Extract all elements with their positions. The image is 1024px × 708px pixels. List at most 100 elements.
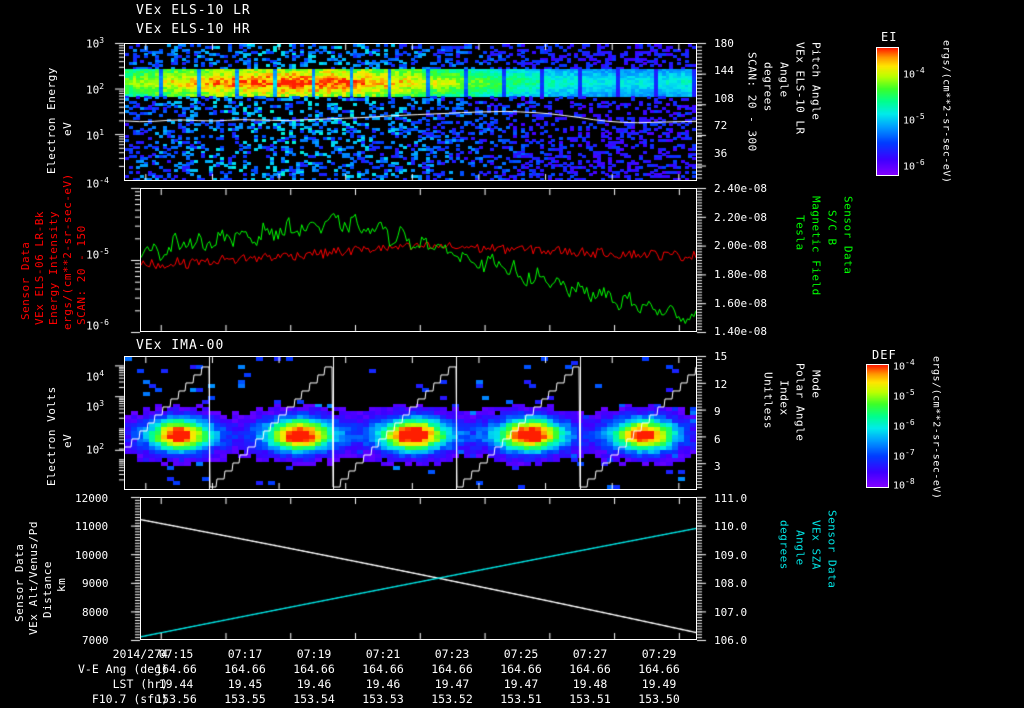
panel3-title: VEx IMA-00 [136, 338, 225, 353]
panel2-right-axis-label-1: S/C B [825, 210, 839, 246]
table-row: 153.52 [431, 692, 473, 706]
colorbar2-tick-4: 10-8 [893, 477, 915, 492]
colorbar2-tick-3: 10-7 [893, 448, 915, 463]
table-row: 164.66 [155, 662, 197, 676]
panel2-right-tick-3: 1.80e-08 [714, 268, 767, 281]
panel3-left-axis-label-unit: eV [61, 433, 74, 448]
panel2-right-tick-0: 2.40e-08 [714, 182, 767, 195]
table-row: 164.66 [431, 662, 473, 676]
bottom-table: 2014/274 V-E Ang (deg) LST (hr) F10.7 (s… [0, 645, 1024, 708]
panel2-right-axis-label-2: Magnetic Field [809, 196, 823, 296]
panel2-left-axis-label-4: SCAN: 20 - 150 [75, 225, 88, 325]
panel3-left-tick-0: 104 [86, 369, 105, 384]
bottom-table-time-6: 07:27 [572, 647, 608, 661]
table-row: 153.51 [500, 692, 542, 706]
panel4-left-tick-3: 9000 [82, 577, 109, 590]
panel3-right-tick-4: 3 [714, 460, 721, 473]
colorbar2-tick-0: 10-4 [893, 358, 915, 373]
table-row: 164.66 [293, 662, 335, 676]
table-row: 19.47 [503, 677, 539, 691]
panel2-plot-area [140, 188, 697, 332]
panel3-right-axis-label-2: Index [777, 380, 791, 416]
colorbar2-bar [866, 364, 889, 488]
colorbar1-title: EI [881, 30, 898, 44]
panel3-left-tick-1: 103 [86, 399, 105, 414]
colorbar2-tick-2: 10-6 [893, 418, 915, 433]
panel2-left-tick-0: 10-4 [86, 176, 109, 191]
colorbar1-tick-1: 10-5 [903, 112, 925, 127]
panel1-right-axis-label-0: Pitch Angle [809, 42, 823, 121]
panel2-left-axis-label-3: ergs/(cm**2-sr-sec-eV) [61, 173, 74, 330]
colorbar1-tick-0: 10-4 [903, 66, 925, 81]
table-row: 19.44 [158, 677, 194, 691]
panel3-right-axis-label-3: Unitless [761, 372, 775, 429]
table-row: 19.46 [365, 677, 401, 691]
table-row: 153.53 [362, 692, 404, 706]
panel1-right-tick-2: 108 [714, 92, 734, 105]
panel3-right-axis-label-0: Mode [809, 370, 823, 399]
panel1-right-axis-label-4: SCAN: 20 - 300 [745, 52, 759, 152]
table-row: 153.51 [569, 692, 611, 706]
table-row: 164.66 [362, 662, 404, 676]
table-row: 19.45 [227, 677, 263, 691]
panel4-right-axis-label-0: Sensor Data [825, 510, 839, 589]
colorbar2-tick-1: 10-5 [893, 388, 915, 403]
panel2-right-axis-label-3: Tesla [793, 215, 807, 251]
panel1-title-line1: VEx ELS-10 LR [136, 3, 251, 18]
panel4-right-tick-3: 108.0 [714, 577, 748, 590]
panel3-right-tick-2: 9 [714, 405, 721, 418]
bottom-table-time-0: 07:15 [158, 647, 194, 661]
panel1-right-axis-label-2: Angle [777, 62, 791, 98]
panel1-left-tick-0: 103 [86, 36, 105, 51]
panel4-left-axis-label-0: Sensor Data [13, 543, 26, 622]
colorbar1-tick-2: 10-6 [903, 158, 925, 173]
panel1-right-tick-3: 72 [714, 119, 728, 132]
panel1-right-axis-label-1: VEx ELS-10 LR [793, 42, 807, 135]
table-row: 153.54 [293, 692, 335, 706]
colorbar1-bar [876, 47, 899, 176]
panel4-right-tick-0: 111.0 [714, 492, 748, 505]
table-row: 19.47 [434, 677, 470, 691]
panel1-right-axis-label-3: degrees [761, 62, 775, 112]
table-row: 153.56 [155, 692, 197, 706]
table-row: 164.66 [638, 662, 680, 676]
panel1-title-line2: VEx ELS-10 HR [136, 22, 251, 37]
bottom-table-time-7: 07:29 [641, 647, 677, 661]
table-row: 164.66 [569, 662, 611, 676]
panel2-right-axis-label-0: Sensor Data [841, 196, 855, 275]
panel3-left-axis-label-main: Electron Volts [45, 386, 58, 486]
table-row: 19.46 [296, 677, 332, 691]
panel4-left-tick-1: 11000 [75, 520, 109, 533]
table-row: 164.66 [224, 662, 266, 676]
bottom-table-time-1: 07:17 [227, 647, 263, 661]
panel3-left-tick-2: 102 [86, 442, 105, 457]
panel2-right-tick-5: 1.40e-08 [714, 325, 767, 338]
panel2-left-axis-label-2: Energy Intensity [47, 211, 60, 325]
panel2-left-axis-label-0: Sensor Data [19, 241, 32, 320]
table-row: 153.50 [638, 692, 680, 706]
bottom-table-time-2: 07:19 [296, 647, 332, 661]
table-row: 19.48 [572, 677, 608, 691]
panel1-left-tick-2: 101 [86, 128, 105, 143]
panel3-right-tick-0: 15 [714, 350, 728, 363]
table-row: 19.49 [641, 677, 677, 691]
bottom-table-time-5: 07:25 [503, 647, 539, 661]
panel1-plot-area [124, 43, 697, 181]
panel4-left-tick-2: 10000 [75, 549, 109, 562]
panel1-right-tick-1: 144 [714, 64, 734, 77]
panel4-right-axis-label-3: degrees [777, 520, 791, 570]
panel4-right-tick-4: 107.0 [714, 606, 748, 619]
panel2-left-axis-label-1: VEx ELS-06 LR-Bk [33, 211, 46, 325]
panel3-plot-area [124, 356, 697, 490]
table-row: 164.66 [500, 662, 542, 676]
panel4-right-tick-2: 109.0 [714, 549, 748, 562]
panel2-right-tick-2: 2.00e-08 [714, 239, 767, 252]
panel1-left-tick-1: 102 [86, 82, 105, 97]
panel1-right-tick-4: 36 [714, 147, 728, 160]
panel1-right-tick-0: 180 [714, 37, 734, 50]
panel1-left-axis-label-main: Electron Energy [45, 67, 58, 174]
panel4-right-axis-label-2: Angle [793, 530, 807, 566]
table-row: 153.55 [224, 692, 266, 706]
panel4-left-axis-label-3: km [55, 577, 68, 592]
panel1-left-axis-label-unit: eV [61, 121, 74, 136]
